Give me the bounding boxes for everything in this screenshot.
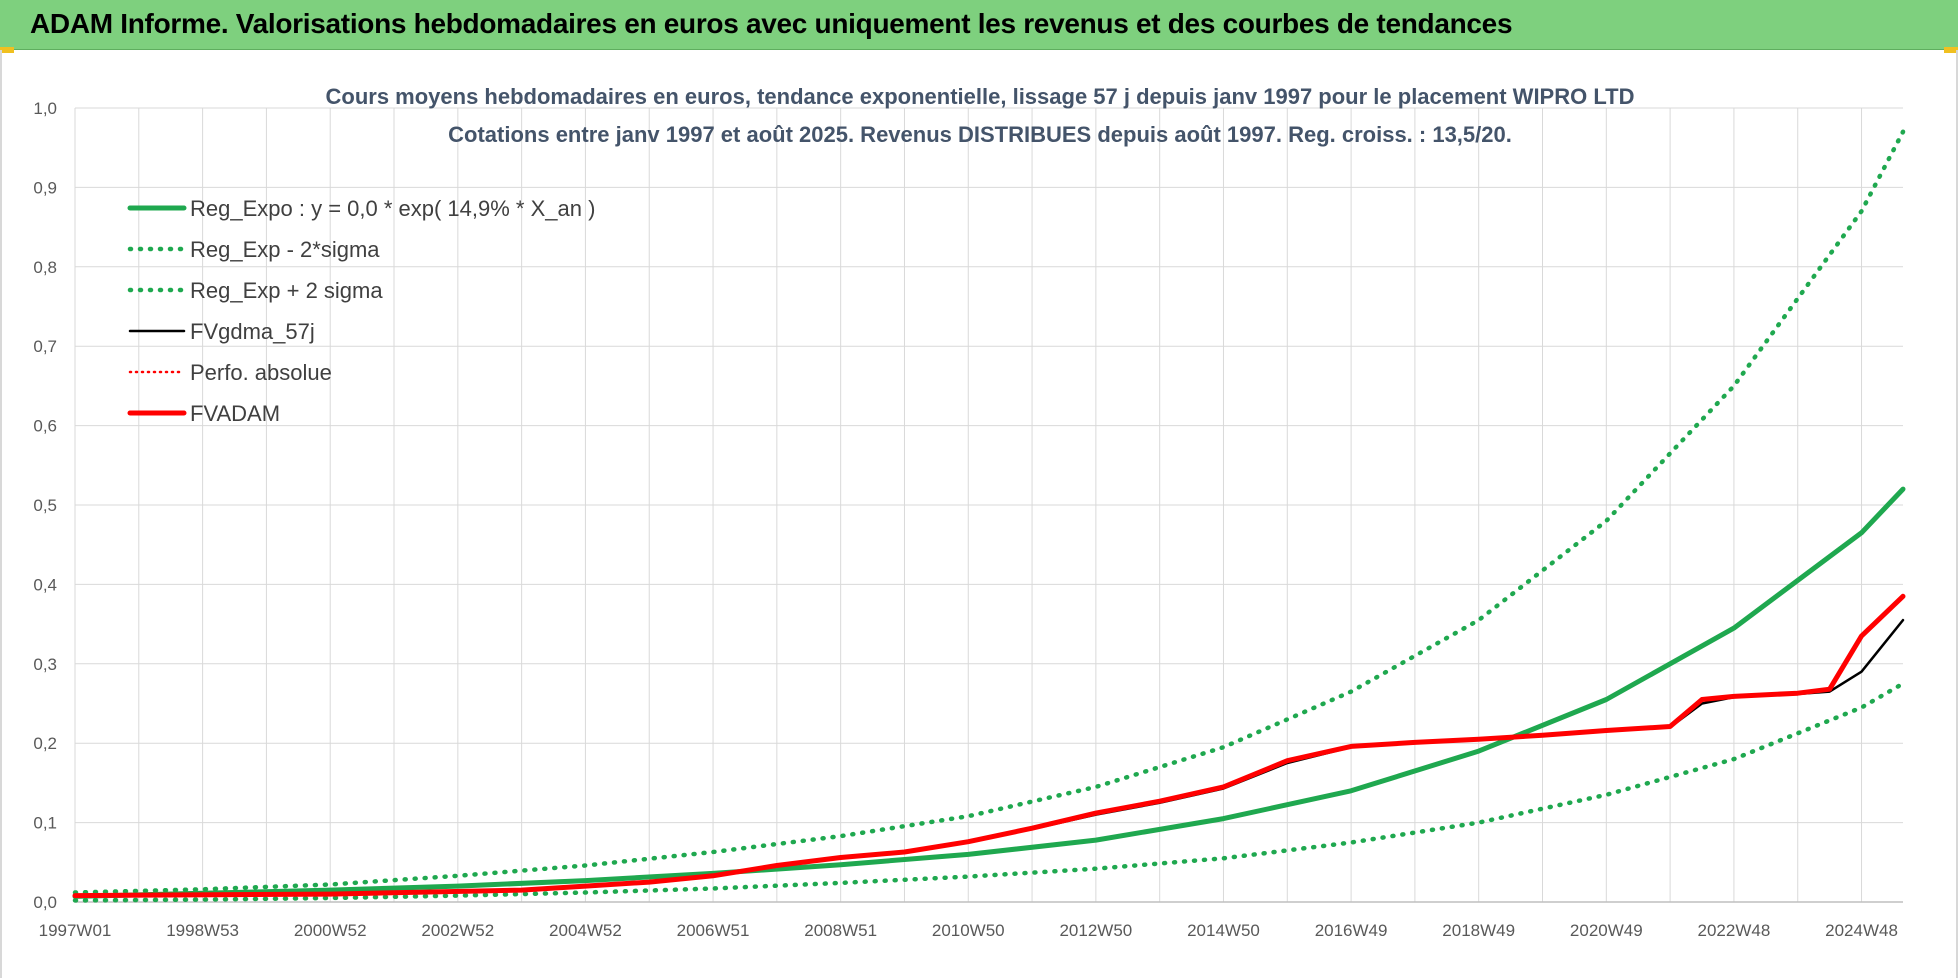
- y-tick-label: 0,7: [33, 337, 57, 356]
- legend-label: FVgdma_57j: [190, 319, 315, 344]
- y-tick-label: 0,2: [33, 734, 57, 753]
- chart-area: [0, 50, 1958, 978]
- x-tick-label: 2008W51: [804, 921, 877, 940]
- grid-lines: [74, 107, 1903, 903]
- x-tick-label: 2002W52: [421, 921, 494, 940]
- legend-label: Reg_Expo : y = 0,0 * exp( 14,9% * X_an ): [190, 196, 595, 221]
- y-tick-label: 0,9: [33, 178, 57, 197]
- series-line-4: [73, 595, 1905, 897]
- y-tick-label: 0,8: [33, 258, 57, 277]
- x-tick-label: 2012W50: [1059, 921, 1132, 940]
- series-line-0: [72, 486, 1906, 899]
- y-axis-ticks: 0,0 0,1 0,2 0,3 0,4 0,5 0,6 0,7 0,8 0,9 1,0: [33, 99, 57, 912]
- y-tick-label: 1,0: [33, 99, 57, 118]
- x-tick-label: 1998W53: [166, 921, 239, 940]
- x-axis-ticks: 1997W01 1998W53 2000W52 2002W52 2004W52 2006W…: [39, 921, 1898, 940]
- x-tick-label: 2010W50: [932, 921, 1005, 940]
- y-tick-label: 0,3: [33, 655, 57, 674]
- x-tick-label: 2018W49: [1442, 921, 1515, 940]
- x-tick-label: 2000W52: [294, 921, 367, 940]
- series-line-1: [72, 681, 1906, 903]
- y-tick-label: 0,1: [33, 814, 57, 833]
- y-tick-label: 0,6: [33, 417, 57, 436]
- x-tick-label: 2022W48: [1698, 921, 1771, 940]
- corner-mark-left: [0, 47, 14, 53]
- y-tick-label: 0,4: [33, 575, 57, 594]
- x-tick-label: 1997W01: [39, 921, 112, 940]
- series-layer: [72, 129, 1906, 903]
- legend-label: Reg_Exp - 2*sigma: [190, 237, 380, 262]
- corner-mark-right: [1944, 47, 1958, 53]
- legend-label: FVADAM: [190, 401, 280, 426]
- chart-title-line-2: Cotations entre janv 1997 et août 2025. …: [448, 122, 1512, 147]
- x-tick-label: 2014W50: [1187, 921, 1260, 940]
- x-tick-label: 2004W52: [549, 921, 622, 940]
- x-tick-label: 2020W49: [1570, 921, 1643, 940]
- chart-title-line-1: Cours moyens hebdomadaires en euros, ten…: [326, 84, 1635, 109]
- legend: Reg_Expo : y = 0,0 * exp( 14,9% * X_an )…: [127, 196, 595, 426]
- page-title: ADAM Informe. Valorisations hebdomadaire…: [30, 8, 1513, 39]
- y-tick-label: 0,5: [33, 496, 57, 515]
- x-tick-label: 2016W49: [1315, 921, 1388, 940]
- header-banner: ADAM Informe. Valorisations hebdomadaire…: [0, 0, 1958, 50]
- x-tick-label: 2006W51: [677, 921, 750, 940]
- legend-label: Reg_Exp + 2 sigma: [190, 278, 383, 303]
- series-line-2: [72, 129, 1906, 895]
- legend-label: Perfo. absolue: [190, 360, 332, 385]
- x-tick-label: 2024W48: [1825, 921, 1898, 940]
- y-tick-label: 0,0: [33, 893, 57, 912]
